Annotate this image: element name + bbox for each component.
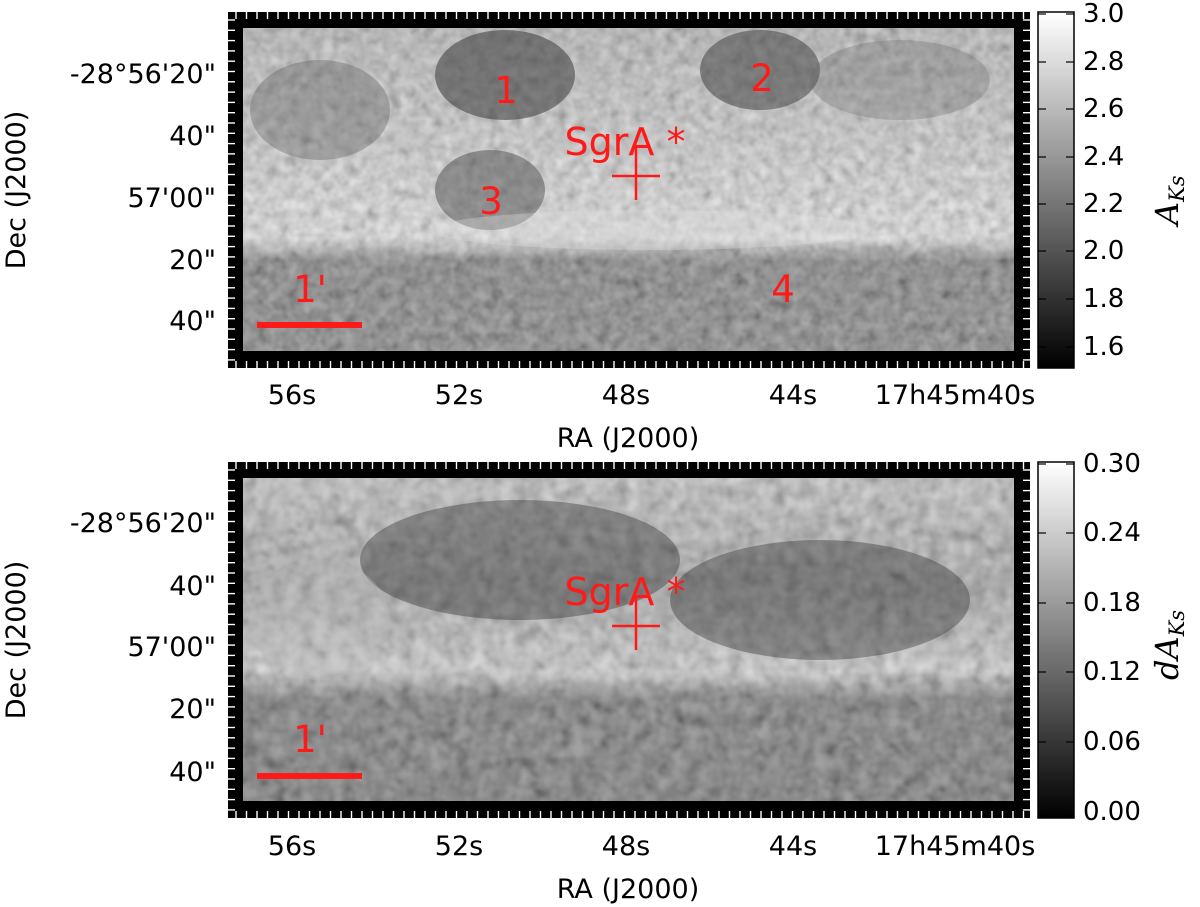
- cb-tick-label: 3.0: [1083, 0, 1124, 29]
- sgra-cross-marker: [612, 148, 660, 200]
- sgra-label: SgrA *: [565, 120, 686, 164]
- cb-tick-label: 1.8: [1083, 284, 1124, 314]
- top-colorbar-title: AKs: [1148, 175, 1189, 228]
- y-tick-label: 40": [169, 571, 216, 602]
- bottom-panel: [228, 461, 1075, 819]
- y-tick-label: 40": [169, 757, 216, 788]
- bottom-y-tick-labels: -28°56'20" 40" 57'00" 20" 40": [70, 508, 216, 788]
- bottom-x-axis-title: RA (J2000): [557, 874, 699, 905]
- top-panel: [228, 11, 1075, 369]
- top-colorbar-tick-labels: 3.0 2.8 2.6 2.4 2.2 2.0 1.8 1.6: [1083, 0, 1124, 362]
- x-tick-label: 48s: [602, 831, 650, 862]
- scale-bar-label: 1': [293, 268, 327, 311]
- y-tick-label: -28°56'20": [70, 508, 216, 539]
- cb-tick-label: 2.0: [1083, 236, 1124, 266]
- y-tick-label: -28°56'20": [70, 59, 216, 90]
- y-tick-label: 40": [169, 306, 216, 337]
- cb-tick-label: 0.24: [1083, 518, 1141, 548]
- bottom-colorbar-title: dAKs: [1148, 610, 1189, 680]
- bottom-colorbar: [1037, 461, 1075, 819]
- cb-tick-label: 2.8: [1083, 47, 1124, 77]
- x-tick-label: 52s: [435, 380, 483, 411]
- bottom-x-tick-labels: 56s 52s 48s 44s 17h45m40s: [268, 831, 1036, 862]
- cb-tick-label: 0.00: [1083, 797, 1141, 827]
- top-colorbar: [1037, 11, 1075, 369]
- cb-tick-label: 2.6: [1083, 94, 1124, 124]
- bottom-annotations: SgrA * 1': [257, 570, 686, 779]
- region-label-2: 2: [750, 57, 774, 100]
- top-x-axis-title: RA (J2000): [557, 423, 699, 454]
- cb-tick-label: 2.4: [1083, 142, 1124, 172]
- top-x-tick-labels: 56s 52s 48s 44s 17h45m40s: [268, 380, 1036, 411]
- x-tick-label: 44s: [769, 380, 817, 411]
- region-label-3: 3: [479, 180, 503, 223]
- cb-tick-label: 2.2: [1083, 189, 1124, 219]
- cb-tick-label: 0.12: [1083, 657, 1141, 687]
- cb-tick-label: 0.06: [1083, 727, 1141, 757]
- y-tick-label: 20": [169, 245, 216, 276]
- sgra-label: SgrA *: [565, 570, 686, 614]
- x-tick-label: 44s: [769, 831, 817, 862]
- x-tick-label: 56s: [268, 831, 316, 862]
- top-y-tick-labels: -28°56'20" 40" 57'00" 20" 40": [70, 59, 216, 337]
- x-tick-label: 17h45m40s: [875, 380, 1036, 411]
- x-tick-label: 17h45m40s: [875, 831, 1036, 862]
- bottom-uncertainty-map: [243, 478, 1014, 801]
- y-tick-label: 57'00": [127, 183, 216, 214]
- cb-tick-label: 1.6: [1083, 332, 1124, 362]
- x-tick-label: 52s: [435, 831, 483, 862]
- region-label-1: 1: [494, 69, 518, 112]
- bottom-y-axis-title: Dec (J2000): [1, 561, 32, 720]
- bottom-colorbar-tick-labels: 0.30 0.24 0.18 0.12 0.06 0.00: [1083, 449, 1141, 827]
- y-tick-label: 20": [169, 694, 216, 725]
- x-tick-label: 48s: [602, 380, 650, 411]
- top-y-axis-title: Dec (J2000): [1, 111, 32, 270]
- cb-tick-label: 0.30: [1083, 449, 1141, 479]
- x-tick-label: 56s: [268, 380, 316, 411]
- cb-tick-label: 0.18: [1083, 588, 1141, 618]
- y-tick-label: 57'00": [127, 632, 216, 663]
- top-extinction-map: [243, 28, 1014, 351]
- scale-bar-label: 1': [293, 718, 327, 761]
- top-annotations: 1 2 3 4 SgrA * 1': [257, 57, 795, 328]
- region-label-4: 4: [771, 268, 795, 311]
- y-tick-label: 40": [169, 121, 216, 152]
- sgra-cross-marker: [612, 598, 660, 650]
